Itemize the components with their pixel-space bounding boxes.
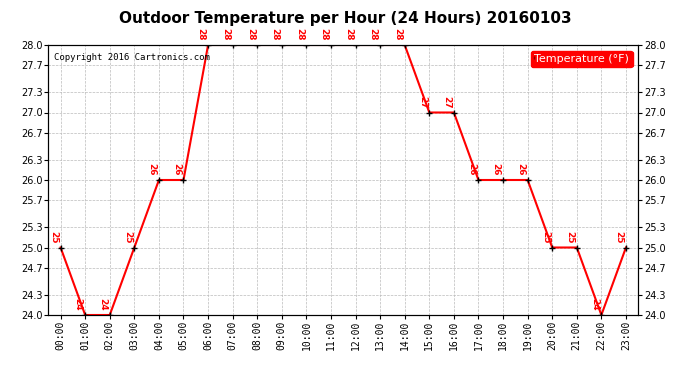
Text: 25: 25 [615,231,624,243]
Text: 26: 26 [516,164,525,176]
Text: 28: 28 [246,28,255,41]
Text: 24: 24 [590,298,599,311]
Text: Outdoor Temperature per Hour (24 Hours) 20160103: Outdoor Temperature per Hour (24 Hours) … [119,11,571,26]
Text: Copyright 2016 Cartronics.com: Copyright 2016 Cartronics.com [55,53,210,62]
Text: 28: 28 [319,28,328,41]
Text: 25: 25 [123,231,132,243]
Text: 26: 26 [172,164,181,176]
Text: 28: 28 [221,28,230,41]
Text: 28: 28 [368,28,377,41]
Text: 24: 24 [74,298,83,311]
Text: 26: 26 [467,164,476,176]
Text: 24: 24 [98,298,108,311]
Text: 28: 28 [295,28,304,41]
Text: 28: 28 [344,28,353,41]
Text: 27: 27 [442,96,451,108]
Text: 28: 28 [393,28,402,41]
Text: 28: 28 [197,28,206,41]
Text: 25: 25 [49,231,58,243]
Text: 25: 25 [541,231,550,243]
Text: 26: 26 [491,164,501,176]
Text: 26: 26 [148,164,157,176]
Text: 27: 27 [418,96,427,108]
Text: 25: 25 [565,231,574,243]
Text: 28: 28 [270,28,279,41]
Legend: Temperature (°F): Temperature (°F) [531,51,633,67]
